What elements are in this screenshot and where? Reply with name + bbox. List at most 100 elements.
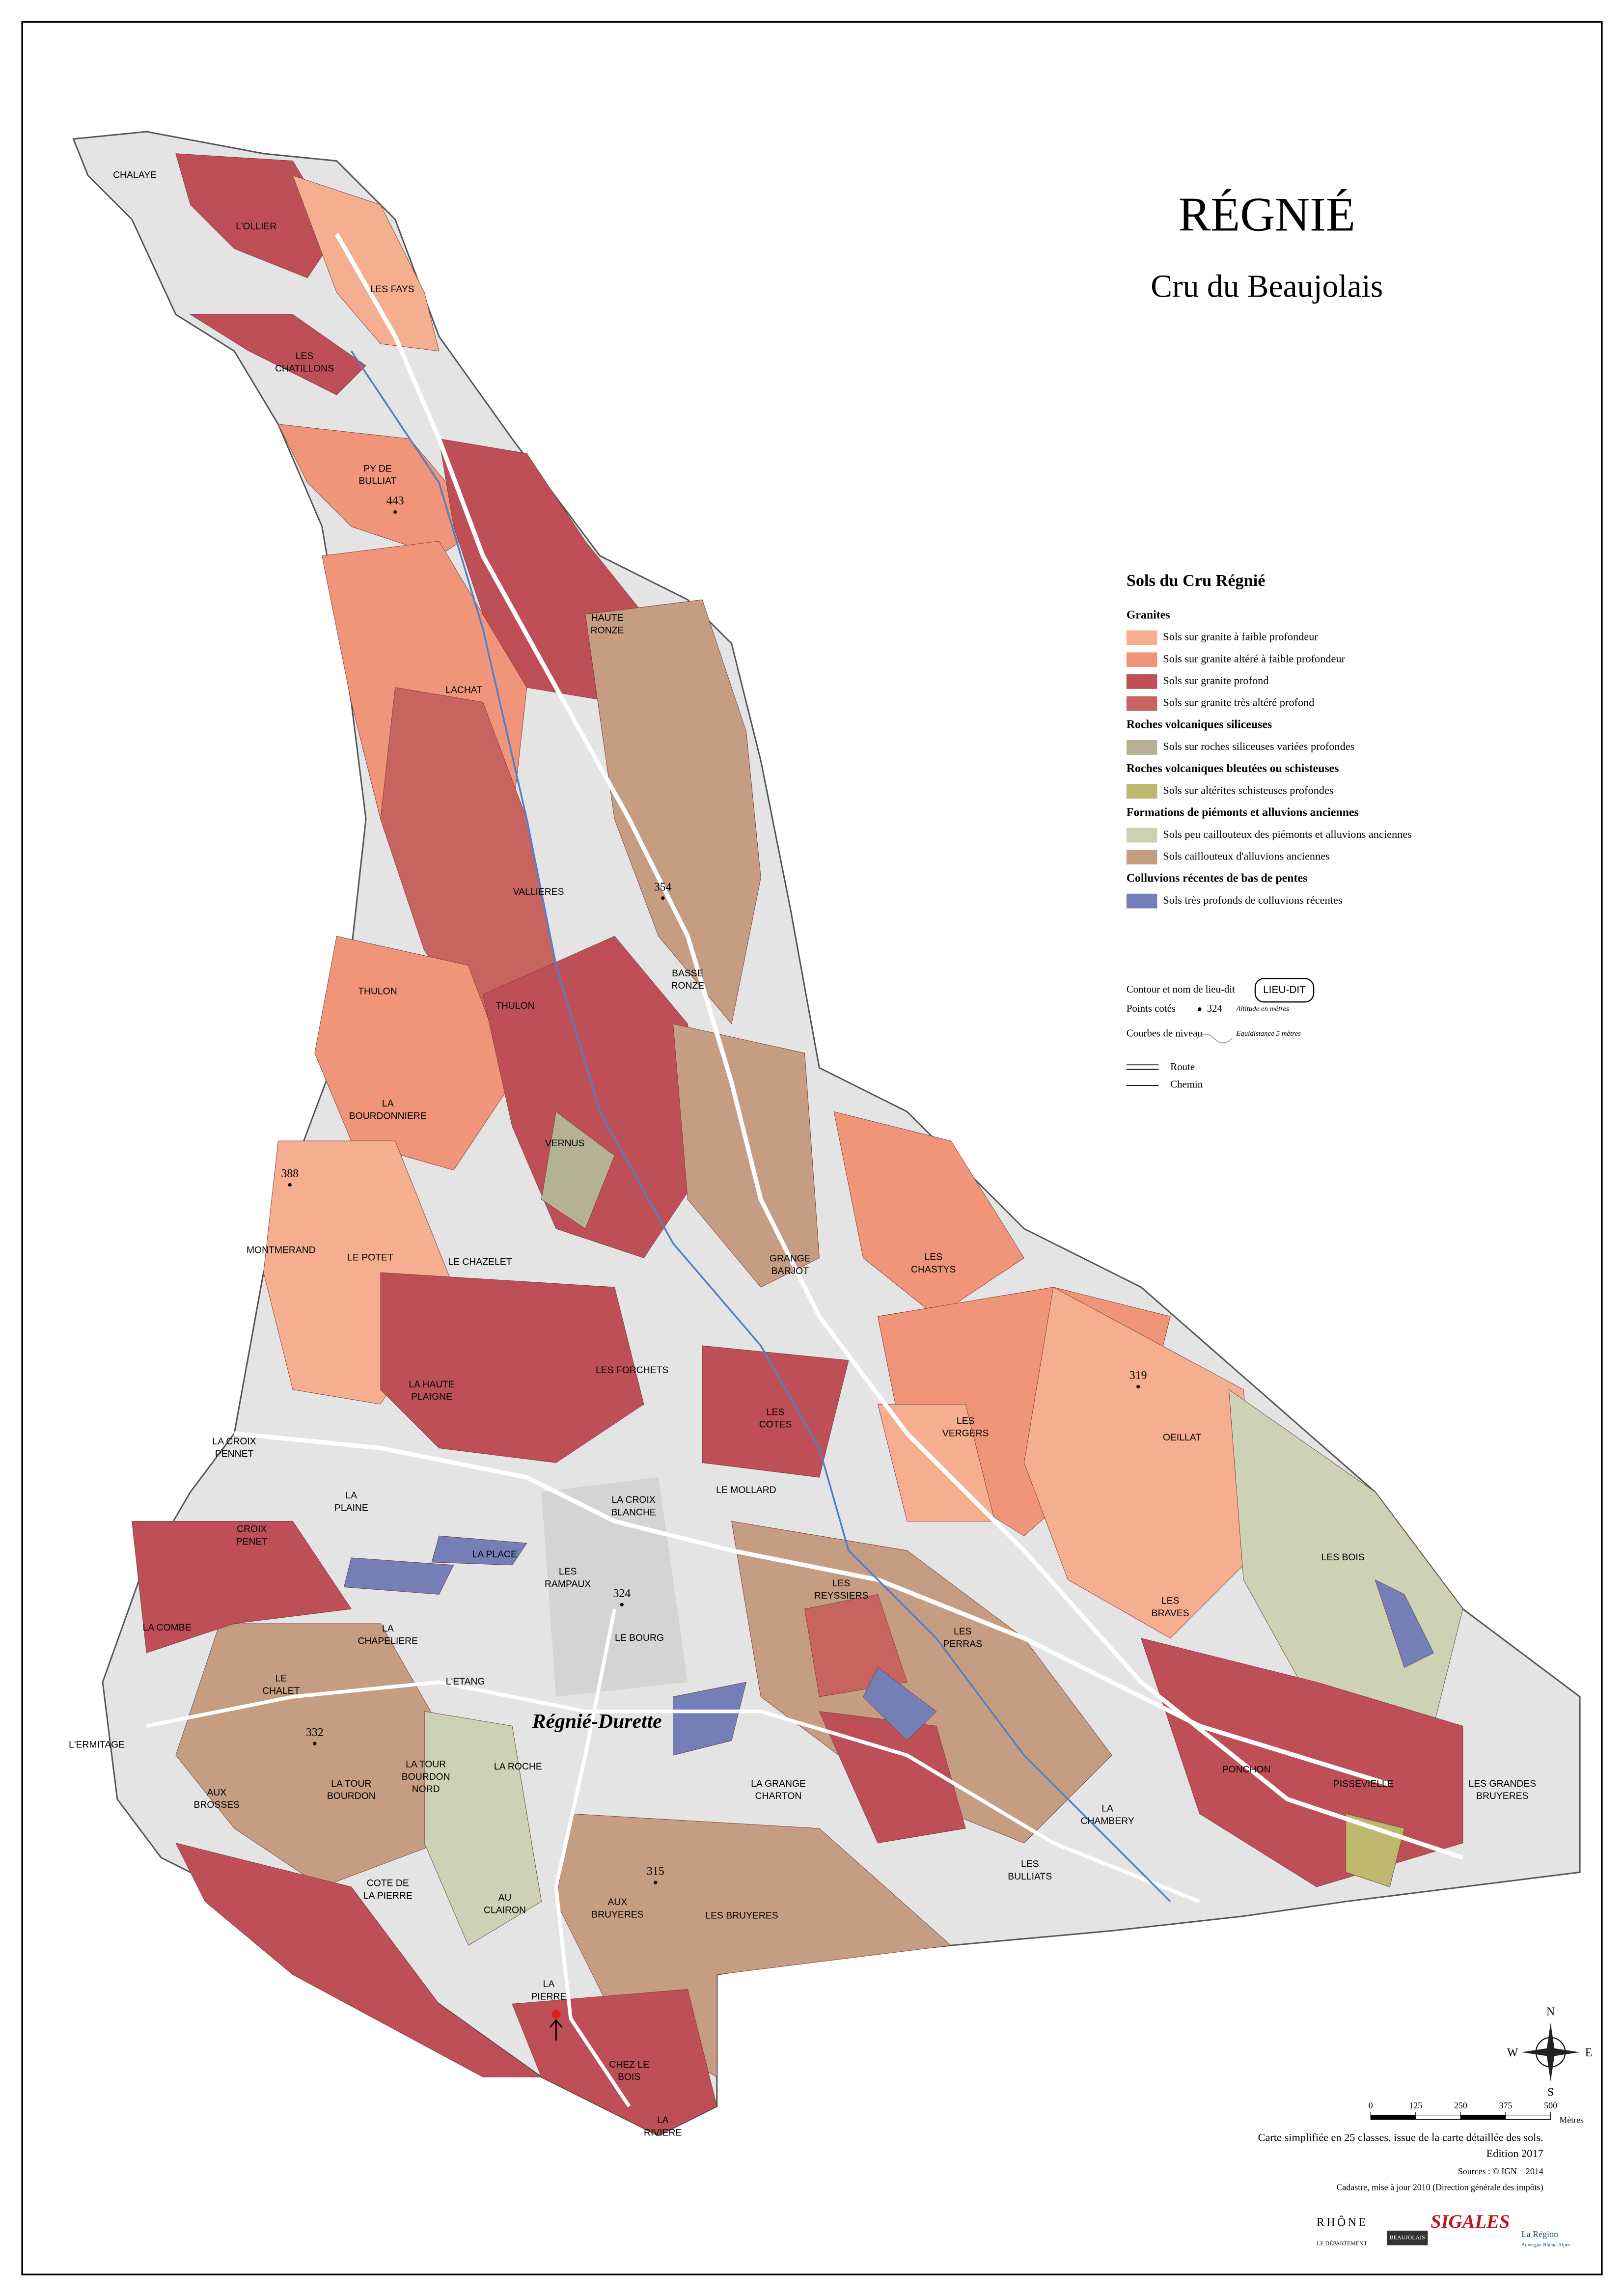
place-name: CHARTON bbox=[755, 1791, 802, 1801]
place-name: VERNUS bbox=[545, 1138, 585, 1149]
roads bbox=[146, 233, 1464, 2107]
scale-segment bbox=[1505, 2115, 1551, 2120]
legend-symbol-label: Courbes de niveau bbox=[1127, 1027, 1203, 1039]
soil-area bbox=[175, 1843, 542, 2077]
place-name: LA PIERRE bbox=[363, 1890, 413, 1901]
place-name: CHEZ LE bbox=[609, 2059, 649, 2070]
place-name: RAMPAUX bbox=[545, 1578, 591, 1589]
road bbox=[554, 1608, 631, 2107]
legend-swatch bbox=[1126, 674, 1157, 689]
scale-segment bbox=[1370, 2115, 1416, 2120]
logo-text: BEAUJOLAIS bbox=[1390, 2234, 1425, 2241]
place-name: MONTMERAND bbox=[247, 1245, 316, 1256]
place-name: L'ERMITAGE bbox=[69, 1739, 125, 1750]
place-name: LE MOLLARD bbox=[716, 1485, 776, 1495]
place-name: THULON bbox=[495, 1000, 535, 1011]
soil-area bbox=[541, 1111, 615, 1229]
place-name: LES bbox=[767, 1407, 785, 1417]
place-name: PIERRE bbox=[531, 1991, 566, 2002]
place-name: BULLIATS bbox=[1008, 1871, 1052, 1882]
place-name: LES bbox=[957, 1415, 975, 1426]
place-name: VERGERS bbox=[942, 1428, 989, 1439]
place-name: LA GRANGE bbox=[751, 1778, 806, 1789]
scale-label: 375 bbox=[1499, 2101, 1513, 2110]
soil-area bbox=[292, 175, 440, 352]
place-name: PERRAS bbox=[943, 1638, 982, 1649]
legend: Sols du Cru Régnié Contour et nom de lie… bbox=[1126, 571, 1412, 1090]
soil-area bbox=[132, 1521, 352, 1654]
credit-line: Cadastre, mise à jour 2010 (Direction gé… bbox=[1337, 2183, 1543, 2193]
place-name: PISSEVIELLE bbox=[1333, 1779, 1394, 1790]
scale-label: 0 bbox=[1369, 2101, 1373, 2110]
place-name: L'OLLIER bbox=[236, 221, 276, 232]
legend-item: Sols sur granite très altéré profond bbox=[1163, 696, 1314, 709]
place-name: REYSSIERS bbox=[814, 1590, 869, 1601]
soil-area bbox=[833, 1111, 1024, 1317]
compass-letter: S bbox=[1547, 2086, 1554, 2099]
logos: RHÔNE LE DÉPARTEMENT BEAUJOLAIS SIGALES … bbox=[1317, 2212, 1570, 2248]
place-name: BULLIAT bbox=[358, 476, 396, 487]
legend-symbol-label: Chemin bbox=[1170, 1078, 1203, 1090]
legend-swatch bbox=[1126, 828, 1157, 843]
map-title: RÉGNIÉ bbox=[1179, 188, 1355, 241]
credit-line: Carte simplifiée en 25 classes, issue de… bbox=[1258, 2131, 1543, 2143]
place-name: LA COMBE bbox=[143, 1622, 192, 1633]
legend-item: Sols sur granite profond bbox=[1163, 674, 1268, 687]
spot-height: 354 bbox=[654, 881, 672, 893]
soil-area bbox=[190, 314, 366, 395]
place-name: LES bbox=[559, 1566, 577, 1577]
legend-swatch bbox=[1126, 784, 1157, 799]
spot-dot bbox=[661, 896, 665, 900]
legend-item: Sols caillouteux d'alluvions anciennes bbox=[1163, 850, 1330, 862]
legend-group: Roches volcaniques bleutées ou schisteus… bbox=[1127, 762, 1339, 775]
place-name: BRUYERES bbox=[1476, 1791, 1529, 1801]
legend-note: Altitude en mètres bbox=[1236, 1005, 1289, 1013]
place-name: PLAIGNE bbox=[411, 1391, 452, 1402]
place-name: GRANGE bbox=[770, 1253, 811, 1264]
place-name: PENNET bbox=[215, 1448, 254, 1459]
place-name: RONZE bbox=[591, 625, 624, 636]
scale-unit: Mètres bbox=[1559, 2115, 1584, 2125]
legend-group: Colluvions récentes de bas de pentes bbox=[1127, 872, 1307, 885]
spot-heights: 443 354 388 319 324 332 315 bbox=[281, 495, 1147, 1884]
place-name: VALLIERES bbox=[513, 886, 564, 897]
spot-height: 332 bbox=[306, 1726, 324, 1739]
soil-area bbox=[343, 1557, 454, 1595]
location-marker bbox=[551, 2010, 561, 2019]
scale-segment bbox=[1460, 2115, 1506, 2120]
place-name: BOURDON bbox=[327, 1791, 376, 1801]
place-name: LE POTET bbox=[347, 1252, 393, 1263]
spot-dot bbox=[654, 1880, 658, 1884]
soil-area bbox=[1023, 1287, 1259, 1639]
place-name: LA TOUR bbox=[406, 1759, 446, 1770]
soil-area bbox=[512, 1989, 717, 2136]
logo-text: SIGALES bbox=[1431, 2212, 1510, 2232]
place-name: LA ROCHE bbox=[494, 1761, 542, 1772]
spot-dot bbox=[313, 1742, 317, 1745]
place-name: LA bbox=[543, 1979, 555, 1990]
place-name: LACHAT bbox=[445, 685, 482, 695]
soil-area bbox=[1375, 1579, 1434, 1668]
soil-area bbox=[673, 1023, 820, 1288]
map-subtitle: Cru du Beaujolais bbox=[1151, 269, 1383, 304]
place-name: PY DE bbox=[363, 463, 392, 474]
place-name: BOURDONNIERE bbox=[349, 1110, 427, 1121]
logo-text: RHÔNE bbox=[1317, 2216, 1368, 2229]
place-name: L'ETANG bbox=[446, 1676, 485, 1687]
contour-sample bbox=[1196, 1033, 1232, 1044]
logo-text: La Région bbox=[1521, 2229, 1558, 2239]
soil-area bbox=[424, 1711, 542, 1946]
place-name: BLANCHE bbox=[611, 1507, 656, 1518]
place-name: CHASTYS bbox=[911, 1264, 956, 1275]
lieu-dit-sample: LIEU-DIT bbox=[1263, 984, 1306, 995]
legend-swatch bbox=[1126, 893, 1157, 909]
place-name: LES bbox=[832, 1578, 851, 1589]
place-name: LA HAUTE bbox=[409, 1379, 455, 1390]
place-name: PENET bbox=[236, 1536, 268, 1547]
road bbox=[234, 1431, 1391, 1787]
place-names: CHALAYE L'OLLIER LES FAYS LES CHATILLONS PY D… bbox=[69, 170, 1536, 2138]
place-name: BRAVES bbox=[1152, 1608, 1189, 1619]
scale-bar: Mètres 0 125 250 375 500 bbox=[1369, 2101, 1584, 2125]
legend-symbol-label: Contour et nom de lieu-dit bbox=[1127, 983, 1235, 995]
